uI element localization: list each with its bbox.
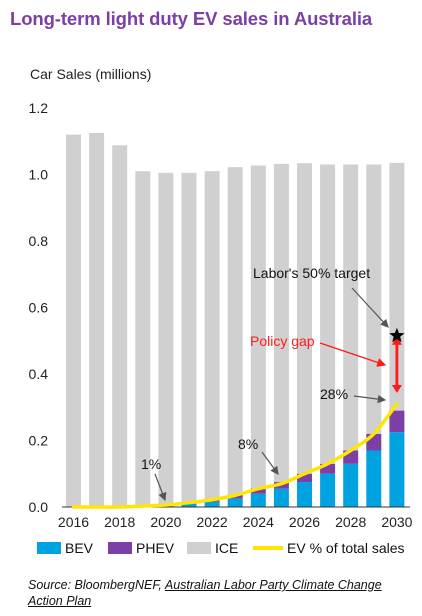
bar-ice (227, 167, 243, 495)
y-tick-label: 0.2 (29, 433, 49, 449)
target-star-icon (389, 327, 405, 343)
source-note: Source: BloombergNEF, Australian Labor P… (28, 577, 408, 609)
bar-bev (227, 498, 243, 507)
x-tick-label: 2028 (335, 514, 366, 530)
bar-bev (250, 493, 266, 507)
bar-ice (343, 164, 359, 451)
annotation-8pct: 8% (238, 436, 258, 452)
bar-ice (297, 163, 312, 474)
bar-bev (204, 501, 220, 507)
bar-ice (320, 164, 336, 464)
source-prefix: Source: BloombergNEF, (28, 578, 165, 592)
legend-label: PHEV (136, 540, 175, 556)
y-axis-label: Car Sales (millions) (30, 66, 152, 82)
ev-share-line (71, 402, 399, 509)
legend-swatch (37, 542, 61, 554)
annotation-target-arrow (351, 287, 389, 328)
bar-bev (181, 503, 197, 507)
y-tick-label: 1.0 (29, 167, 49, 183)
x-tick-label: 2030 (381, 514, 412, 530)
bar-ice (366, 164, 382, 434)
x-tick-label: 2016 (58, 514, 89, 530)
bar-ice (204, 171, 220, 500)
bar-ice (89, 132, 105, 507)
annotation-28pct-arrow (353, 394, 387, 404)
bar-bev (297, 482, 312, 507)
bar-ice (66, 134, 81, 507)
legend-label: ICE (215, 540, 238, 556)
bar-phev (389, 410, 405, 433)
y-tick-label: 0.6 (29, 300, 49, 316)
x-tick-label: 2018 (104, 514, 135, 530)
bar-ice (273, 163, 289, 483)
legend-swatch (108, 542, 132, 554)
y-tick-label: 1.2 (29, 100, 49, 116)
annotation-policy-gap: Policy gap (250, 333, 315, 349)
bar-bev (343, 463, 359, 507)
bar-phev (297, 473, 312, 483)
bar-ice (250, 165, 266, 489)
bar-bev (366, 450, 382, 507)
bar-ice (135, 171, 151, 506)
bar-phev (250, 488, 266, 494)
bar-ice (181, 172, 197, 503)
bar-bev (389, 432, 405, 507)
bar-ice (389, 162, 405, 411)
y-tick-label: 0.0 (29, 499, 49, 515)
annotation-1pct-arrow (154, 473, 167, 502)
legend-label: BEV (65, 540, 94, 556)
policy-gap-pointer (319, 342, 387, 367)
x-tick-label: 2026 (289, 514, 320, 530)
x-tick-label: 2022 (197, 514, 228, 530)
chart: 0.0 0.2 0.4 0.6 0.8 1.0 1.2 2016 2018 2020 2022 202… (29, 100, 413, 556)
annotation-target: Labor's 50% target (253, 265, 370, 281)
annotation-28pct: 28% (320, 386, 348, 402)
legend-swatch (187, 542, 211, 554)
y-tick-label: 0.4 (29, 366, 49, 382)
annotation-1pct: 1% (141, 456, 161, 472)
y-tick-label: 0.8 (29, 233, 49, 249)
x-tick-label: 2024 (243, 514, 274, 530)
bar-bev (320, 473, 336, 507)
policy-gap-arrowhead-top (391, 336, 402, 345)
annotation-8pct-arrow (261, 451, 279, 475)
chart-title: Long-term light duty EV sales in Austral… (10, 8, 373, 29)
bar-ice (158, 172, 174, 505)
bar-bev (273, 488, 289, 507)
bar-ice (112, 145, 128, 506)
source-link[interactable]: Australian Labor Party Climate Change Ac… (28, 578, 382, 608)
policy-gap-arrowhead-bottom (391, 384, 402, 393)
legend-label: EV % of total sales (287, 540, 405, 556)
x-tick-label: 2020 (150, 514, 181, 530)
bar-phev (320, 463, 336, 474)
